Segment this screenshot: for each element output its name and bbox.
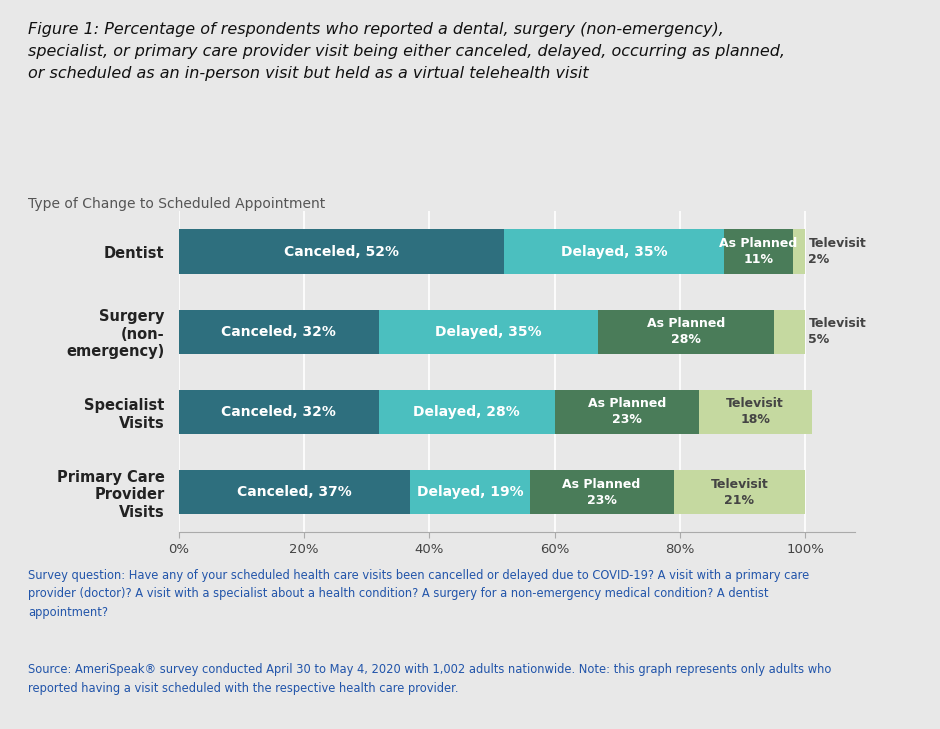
Text: Canceled, 32%: Canceled, 32%: [222, 405, 337, 419]
Text: As Planned
23%: As Planned 23%: [562, 477, 641, 507]
Bar: [724, 230, 792, 273]
Text: Delayed, 28%: Delayed, 28%: [414, 405, 520, 419]
Bar: [505, 230, 724, 273]
Bar: [774, 310, 806, 354]
Bar: [674, 470, 806, 514]
Bar: [599, 310, 774, 354]
Bar: [411, 470, 529, 514]
Text: Source: AmeriSpeak® survey conducted April 30 to May 4, 2020 with 1,002 adults n: Source: AmeriSpeak® survey conducted Apr…: [28, 663, 832, 695]
Text: Televisit
18%: Televisit 18%: [727, 397, 784, 426]
Bar: [555, 390, 698, 434]
Text: As Planned
28%: As Planned 28%: [647, 317, 726, 346]
Bar: [698, 390, 811, 434]
Text: Type of Change to Scheduled Appointment: Type of Change to Scheduled Appointment: [28, 197, 325, 211]
Text: Canceled, 37%: Canceled, 37%: [237, 485, 352, 499]
Text: Figure 1: Percentage of respondents who reported a dental, surgery (non-emergenc: Figure 1: Percentage of respondents who …: [28, 22, 785, 81]
Text: Televisit
21%: Televisit 21%: [711, 477, 768, 507]
Text: As Planned
23%: As Planned 23%: [588, 397, 666, 426]
Text: Delayed, 35%: Delayed, 35%: [561, 244, 667, 259]
Text: Televisit
5%: Televisit 5%: [808, 317, 866, 346]
Bar: [179, 230, 505, 273]
Text: Survey question: Have any of your scheduled health care visits been cancelled or: Survey question: Have any of your schedu…: [28, 569, 809, 619]
Text: Delayed, 35%: Delayed, 35%: [435, 324, 542, 339]
Bar: [379, 390, 555, 434]
Bar: [379, 310, 599, 354]
Bar: [792, 230, 806, 273]
Bar: [529, 470, 674, 514]
Text: As Planned
11%: As Planned 11%: [719, 237, 797, 266]
Text: Canceled, 52%: Canceled, 52%: [284, 244, 400, 259]
Text: Televisit
2%: Televisit 2%: [808, 237, 866, 266]
Bar: [179, 390, 379, 434]
Bar: [179, 310, 379, 354]
Text: Canceled, 32%: Canceled, 32%: [222, 324, 337, 339]
Bar: [179, 470, 411, 514]
Text: Delayed, 19%: Delayed, 19%: [416, 485, 524, 499]
